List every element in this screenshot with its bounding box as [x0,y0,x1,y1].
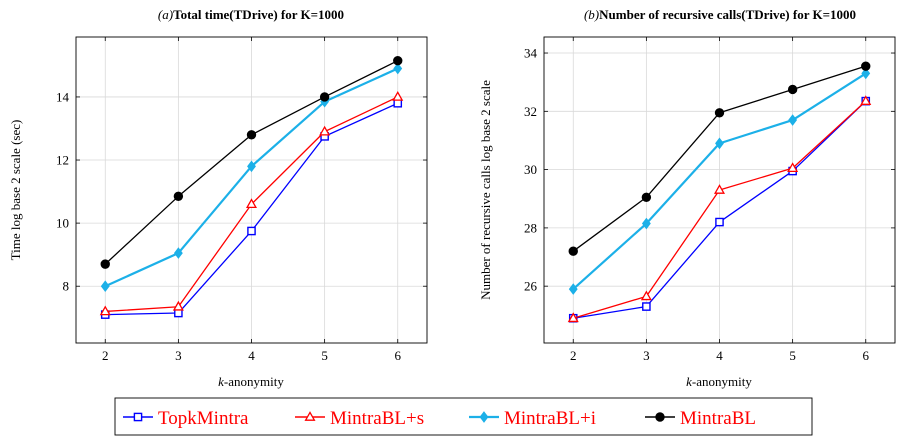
chart-a-title: (a)Total time(TDrive) for K=1000 [158,7,344,22]
chart-b-point-mintrabl [861,61,871,71]
chart-a-point-mintrabl-s [172,300,184,311]
chart-a-point-mintrabl [393,55,403,66]
legend: TopkMintra MintraBL+s MintraBL+i MintraBL [114,397,813,436]
chart-a-xtick-label: 5 [321,348,328,363]
chart-a-point-mintrabl-i [100,280,110,293]
legend-entry-mintrabl-s: MintraBL+s [295,408,424,429]
chart-b-ylabel: Number of recursive calls log base 2 sca… [478,80,493,300]
chart-a-xlabel: k-anonymity [218,374,284,389]
chart-b-point-mintrabl-i [715,137,724,150]
chart-a-series-mintrabl-s [99,91,404,316]
chart-a-tag: (a) [158,7,173,22]
chart-b-point-mintrabl-s [787,162,799,172]
chart-b-series-mintrabl [568,61,871,256]
chart-a-series-mintrabl [100,55,403,269]
chart-a-point-topkmintra [247,226,256,236]
legend-marker-circle [655,412,665,422]
chart-b-title: (b)Number of recursive calls(TDrive) for… [584,7,856,22]
chart-b-series-mintrabl-i [568,67,871,295]
chart-a-point-mintrabl [319,92,330,102]
chart-b-point-mintrabl-i [861,67,871,80]
chart-a-xtick-label: 3 [175,348,182,363]
chart-b-point-mintrabl-i [568,283,578,295]
chart-b-xtick-label: 4 [716,348,723,363]
chart-a: (a)Total time(TDrive) for K=1000 2 3 4 5 6 8 1… [8,7,428,389]
chart-b-ytick-label: 30 [524,162,537,177]
chart-a-ytick-label: 8 [63,279,70,294]
chart-b-point-mintrabl-s [567,312,579,323]
legend-label: MintraBL [680,408,756,429]
chart-b-point-mintrabl [568,246,578,256]
chart-a-point-mintrabl [246,130,257,140]
chart-b-point-mintrabl-s [640,290,652,301]
chart-a-point-mintrabl-i [393,62,403,75]
chart-b-point-topkmintra [715,217,724,227]
chart-a-point-mintrabl-i [247,160,256,173]
chart-b-xtick-label: 2 [570,348,577,363]
chart-b-point-mintrabl [714,108,725,118]
chart-b-point-mintrabl-i [788,114,798,126]
chart-a-point-mintrabl [173,191,184,202]
chart-a-title-text: Total time(TDrive) for K=1000 [173,7,344,22]
chart-a-xtick-label: 6 [395,348,402,363]
chart-b-title-text: Number of recursive calls(TDrive) for K=… [599,7,856,22]
legend-entry-topkmintra: TopkMintra [123,408,249,429]
chart-b-point-mintrabl-i [641,217,651,230]
legend-marker-diamond [479,411,489,423]
chart-b-point-topkmintra [642,302,651,311]
chart-a-point-mintrabl-i [173,247,183,259]
legend-label: MintraBL+i [504,408,596,429]
chart-b-xlabel: k-anonymity [686,374,752,389]
chart-a-point-mintrabl-s [319,125,331,136]
chart-b-xtick-label: 6 [863,348,870,363]
legend-entry-mintrabl-i: MintraBL+i [469,408,596,429]
chart-b-point-mintrabl [787,84,798,95]
legend-marker-square [133,412,143,422]
legend-box [114,397,813,436]
chart-b-ytick-label: 26 [524,279,538,294]
chart-a-point-mintrabl-s [392,91,404,101]
chart-a-ytick-label: 12 [56,153,69,168]
legend-label: TopkMintra [158,408,249,429]
chart-a-xtick-label: 2 [102,348,109,363]
chart-b-point-mintrabl-s [713,184,726,194]
chart-b-point-mintrabl [641,192,652,202]
chart-b: (b)Number of recursive calls(TDrive) for… [478,7,896,389]
chart-a-ylabel: Time log base 2 scale (sec) [8,120,23,261]
chart-a-xtick-label: 4 [248,348,255,363]
chart-a-point-mintrabl-s [99,305,111,316]
chart-b-ytick-label: 28 [524,220,537,235]
chart-b-xtick-label: 3 [643,348,650,363]
chart-b-xtick-label: 5 [789,348,796,363]
chart-a-ytick-label: 10 [56,216,69,231]
legend-entry-mintrabl: MintraBL [645,408,756,429]
chart-b-ytick-label: 34 [524,46,538,61]
chart-a-point-mintrabl [100,259,110,269]
chart-b-series-mintrabl-s [567,95,872,323]
chart-b-point-mintrabl-s [860,95,872,105]
chart-a-ytick-label: 14 [56,89,70,104]
chart-a-point-mintrabl-s [245,198,258,209]
legend-marker-triangle [304,411,316,421]
legend-label: MintraBL+s [330,408,424,429]
chart-b-ytick-label: 32 [524,104,537,119]
chart-b-tag: (b) [584,7,599,22]
